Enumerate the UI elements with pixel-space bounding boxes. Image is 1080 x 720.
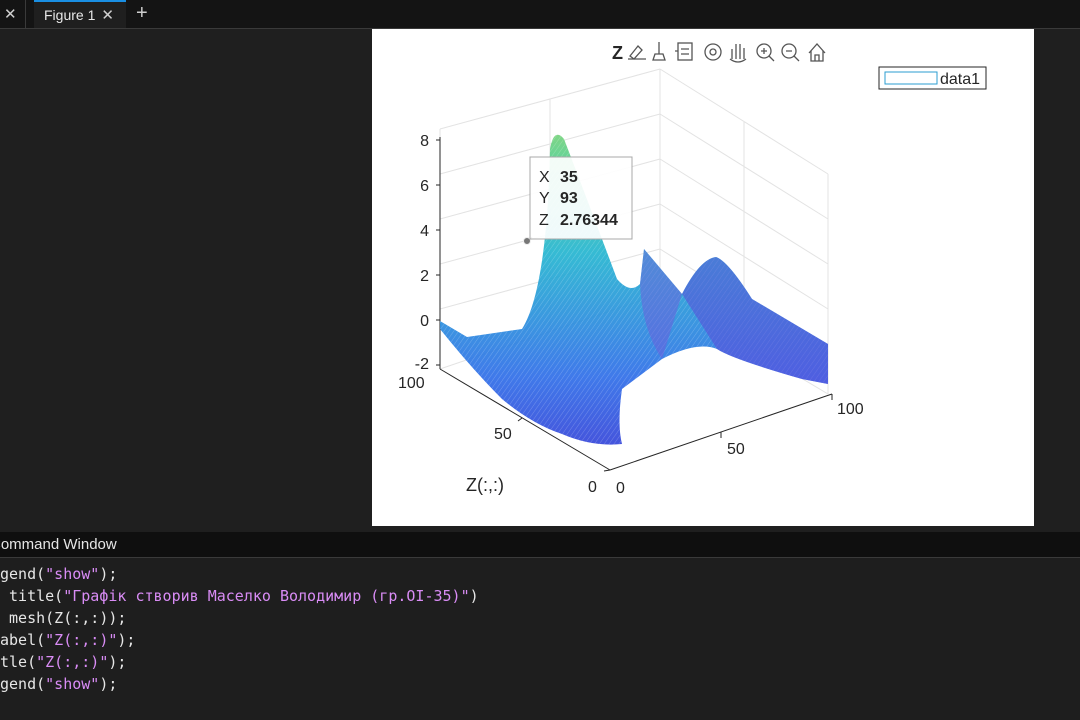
home-icon[interactable]	[808, 43, 826, 62]
code-line: title("Графік створив Маселко Володимир …	[0, 587, 479, 605]
command-window[interactable]: gend("show"); title("Графік створив Масе…	[0, 558, 1080, 720]
legend[interactable]: data1	[878, 66, 987, 90]
data-cursor-icon[interactable]	[675, 42, 693, 61]
bin-icon[interactable]	[652, 42, 666, 61]
zoom-in-icon[interactable]	[756, 43, 775, 62]
datatip-marker[interactable]	[523, 237, 531, 245]
command-window-title: Command Window	[0, 536, 117, 553]
x-tick-label: 0	[616, 480, 625, 497]
axis-label: Z(:,:)	[466, 475, 504, 495]
left-pane	[0, 29, 372, 526]
x-axis-ticks: 0 50 100	[616, 401, 864, 497]
z-tick-label: 8	[420, 133, 429, 150]
code-line: gend("show");	[0, 675, 118, 693]
add-tab-button[interactable]: +	[136, 2, 148, 24]
axes-toolbar: Z	[612, 42, 826, 63]
tab-previous[interactable]: ✕	[0, 0, 26, 28]
y-tick-label: 100	[398, 375, 425, 392]
command-window-header: Command Window	[0, 532, 1080, 558]
z-tick-label: 6	[420, 178, 429, 195]
datatip-y-label: Y	[539, 190, 550, 207]
toolbar-first-item[interactable]: Z	[612, 43, 623, 63]
mesh-surface[interactable]	[372, 29, 1034, 526]
zoom-out-icon[interactable]	[781, 43, 800, 62]
pan-icon[interactable]	[729, 44, 747, 63]
z-axis-ticks: 8 6 4 2 0 -2	[415, 133, 429, 373]
z-tick-label: 0	[420, 313, 429, 330]
y-tick-label: 0	[588, 479, 597, 496]
close-icon[interactable]: ✕	[101, 7, 114, 24]
x-tick-label: 100	[837, 401, 864, 418]
datatip[interactable]: X 35 Y 93 Z 2.76344	[523, 156, 633, 245]
y-tick-label: 50	[494, 426, 512, 443]
code-line: mesh(Z(:,:));	[0, 609, 127, 627]
x-tick-label: 50	[727, 441, 745, 458]
tab-bar: ✕ Figure 1 ✕ +	[0, 0, 1080, 29]
datatip-z-label: Z	[539, 212, 549, 229]
code-line: tle("Z(:,:)");	[0, 653, 127, 671]
code-line: abel("Z(:,:)");	[0, 631, 136, 649]
tab-figure-1[interactable]: Figure 1 ✕	[34, 0, 126, 28]
datatip-z-value: 2.76344	[560, 212, 618, 229]
rotate-icon[interactable]	[704, 43, 722, 61]
figure-canvas[interactable]: 8 6 4 2 0 -2 100 50 0 0 50 100 Z(:,:) da…	[372, 29, 1034, 526]
brush-icon[interactable]	[628, 45, 646, 60]
legend-swatch	[884, 71, 938, 85]
z-tick-label: 2	[420, 268, 429, 285]
code-line: gend("show");	[0, 565, 118, 583]
z-tick-label: -2	[415, 356, 429, 373]
legend-label: data1	[940, 71, 980, 88]
datatip-x-label: X	[539, 169, 550, 186]
z-tick-label: 4	[420, 223, 429, 240]
axes-lines	[436, 137, 833, 472]
tab-label: Figure 1	[44, 7, 96, 23]
close-icon[interactable]: ✕	[4, 6, 17, 23]
datatip-x-value: 35	[560, 169, 578, 186]
mesh-plot[interactable]: 8 6 4 2 0 -2 100 50 0 0 50 100 Z(:,:) da…	[372, 29, 1034, 526]
datatip-y-value: 93	[560, 190, 578, 207]
right-pane	[1034, 29, 1080, 526]
y-axis-ticks: 100 50 0	[398, 375, 597, 496]
